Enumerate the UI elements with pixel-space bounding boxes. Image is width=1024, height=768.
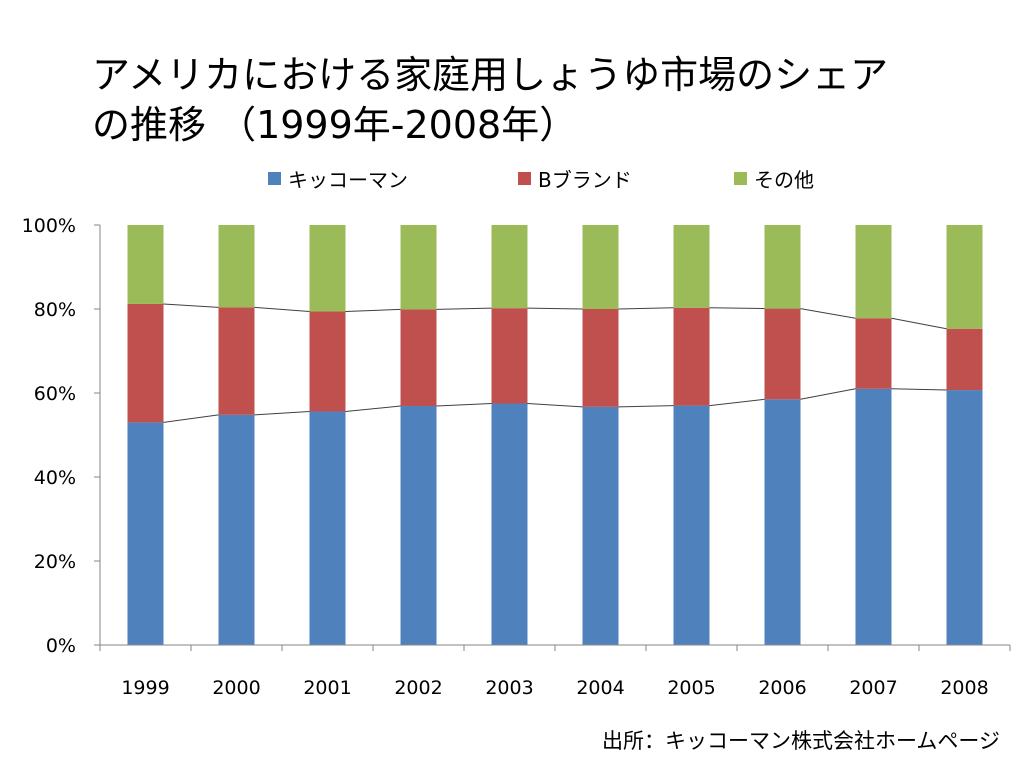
- title-line-2: の推移 （1999年-2008年）: [92, 103, 578, 147]
- series-line-1-2003: [527, 403, 583, 408]
- legend-swatch-kikkoman: [268, 172, 281, 185]
- legend-item-kikkoman: キッコーマン: [268, 164, 408, 193]
- x-tick-label-2007: 2007: [849, 677, 897, 699]
- bar-b-brand-2002: [400, 309, 437, 407]
- y-tick-label-2: 40%: [34, 467, 76, 489]
- bar-b-brand-2006: [764, 308, 801, 400]
- title-line-1: アメリカにおける家庭用しょうゆ市場のシェア: [92, 53, 889, 97]
- series-line-2-2002: [436, 307, 492, 310]
- bar-b-brand-2008: [946, 328, 983, 391]
- bar-other-2002: [400, 225, 437, 310]
- series-line-2-2003: [527, 307, 583, 310]
- bar-other-1999: [127, 225, 164, 304]
- series-line-2-2007: [891, 317, 947, 330]
- y-tick-label-4: 80%: [34, 299, 76, 321]
- bar-b-brand-2003: [491, 308, 528, 404]
- series-line-1-2002: [436, 403, 492, 407]
- series-line-2-1999: [163, 303, 219, 308]
- legend-swatch-other: [734, 172, 747, 185]
- x-tick-label-1999: 1999: [121, 677, 169, 699]
- series-line-1-2005: [709, 398, 765, 407]
- series-line-1-2007: [891, 388, 947, 391]
- bar-kikkoman-1999: [127, 422, 164, 645]
- y-tick-label-0: 0%: [46, 635, 76, 657]
- chart-legend: キッコーマン Bブランド その他: [268, 164, 868, 194]
- bar-b-brand-2001: [309, 311, 346, 412]
- bar-other-2005: [673, 225, 710, 308]
- legend-label-other: その他: [754, 168, 814, 192]
- series-line-2-2004: [618, 307, 674, 310]
- bar-kikkoman-2006: [764, 399, 801, 645]
- x-tick-label-2005: 2005: [667, 677, 715, 699]
- bar-kikkoman-2007: [855, 388, 892, 645]
- legend-item-other: その他: [734, 164, 814, 193]
- bar-other-2004: [582, 225, 619, 309]
- legend-label-b-brand: Bブランド: [538, 168, 632, 192]
- bar-other-2008: [946, 225, 983, 329]
- bar-other-2007: [855, 225, 892, 319]
- bar-kikkoman-2008: [946, 390, 983, 645]
- series-line-2-2001: [345, 308, 401, 313]
- x-tick-label-2003: 2003: [485, 677, 533, 699]
- bar-kikkoman-2000: [218, 414, 255, 645]
- source-note: 出所：キッコーマン株式会社ホームページ: [602, 729, 1000, 753]
- series-line-1-2004: [618, 405, 674, 408]
- x-tick-label-2008: 2008: [940, 677, 988, 699]
- bar-b-brand-2004: [582, 309, 619, 407]
- x-tick-label-2004: 2004: [576, 677, 624, 699]
- series-line-1-2006: [800, 388, 856, 400]
- bar-kikkoman-2004: [582, 406, 619, 645]
- bar-b-brand-2005: [673, 307, 710, 406]
- bar-other-2001: [309, 225, 346, 312]
- series-line-2-2000: [254, 306, 310, 313]
- bar-kikkoman-2005: [673, 405, 710, 645]
- bar-kikkoman-2003: [491, 403, 528, 645]
- bar-kikkoman-2001: [309, 411, 346, 645]
- x-tick-label-2002: 2002: [394, 677, 442, 699]
- legend-swatch-b-brand: [518, 172, 531, 185]
- x-tick-label-2006: 2006: [758, 677, 806, 699]
- legend-item-b-brand: Bブランド: [518, 164, 632, 193]
- bar-other-2006: [764, 225, 801, 309]
- y-tick-label-1: 20%: [34, 551, 76, 573]
- x-tick-label-2000: 2000: [212, 677, 260, 699]
- bar-b-brand-2000: [218, 307, 255, 415]
- bar-other-2003: [491, 225, 528, 309]
- bar-b-brand-2007: [855, 318, 892, 389]
- series-line-1-1999: [163, 414, 219, 423]
- x-tick-label-2001: 2001: [303, 677, 351, 699]
- series-line-1-2000: [254, 410, 310, 416]
- slide-title: アメリカにおける家庭用しょうゆ市場のシェア の推移 （1999年-2008年）: [92, 50, 972, 150]
- legend-label-kikkoman: キッコーマン: [288, 168, 408, 192]
- series-line-2-2005: [709, 307, 765, 310]
- series-line-2-2006: [800, 308, 856, 319]
- series-line-1-2001: [345, 405, 401, 412]
- bar-other-2000: [218, 225, 255, 308]
- y-tick-label-3: 60%: [34, 383, 76, 405]
- bar-kikkoman-2002: [400, 406, 437, 645]
- bar-b-brand-1999: [127, 303, 164, 423]
- y-tick-label-5: 100%: [22, 215, 76, 237]
